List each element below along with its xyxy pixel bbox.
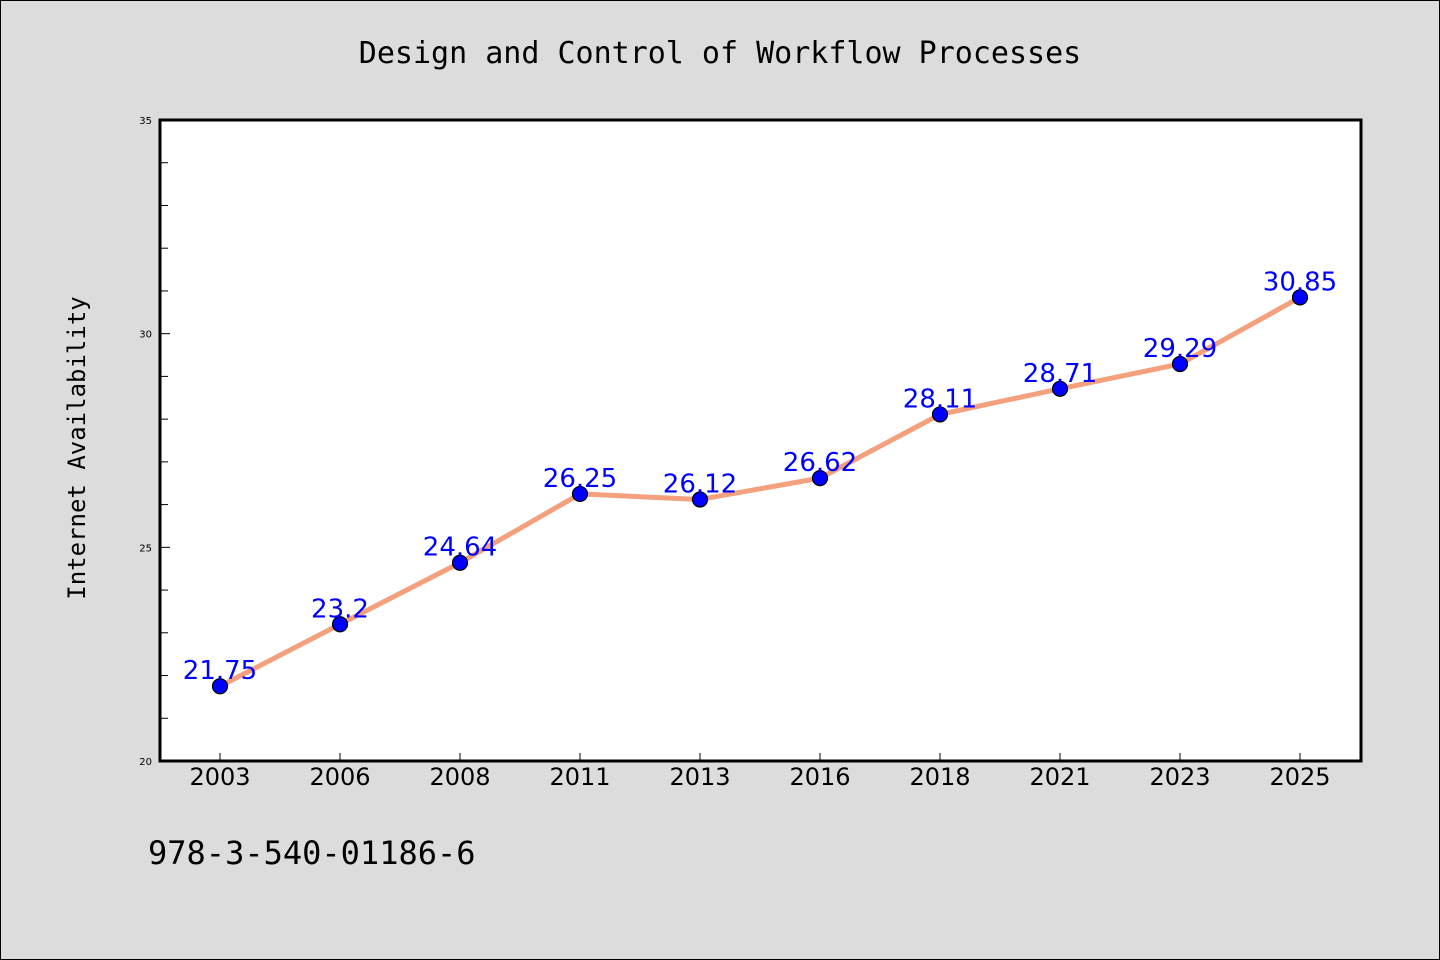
data-label: 29.29 (1143, 334, 1217, 364)
data-point (931, 406, 949, 423)
data-label: 26.62 (783, 448, 857, 478)
data-label: 28.71 (1023, 359, 1097, 389)
chart-title: Design and Control of Workflow Processes (359, 36, 1081, 71)
y-axis: 20 25 30 35 (139, 116, 170, 768)
y-axis-label: Internet Availability (63, 296, 91, 599)
data-point (1051, 380, 1069, 397)
data-point (331, 616, 349, 633)
data-label: 24.64 (423, 533, 497, 563)
x-tick-label: 2016 (789, 763, 850, 791)
x-tick-label: 2025 (1269, 763, 1330, 791)
x-tick-label: 2006 (309, 763, 370, 791)
x-tick-label: 2011 (549, 763, 610, 791)
plot-area (158, 118, 1363, 763)
data-label: 26.25 (543, 464, 617, 494)
data-point (1171, 355, 1189, 373)
data-point (451, 554, 469, 571)
x-tick-label: 2021 (1029, 763, 1090, 791)
isbn-annotation: 978-3-540-01186-6 (148, 834, 476, 872)
x-tick-label: 2003 (189, 763, 250, 791)
data-label: 23.2 (311, 594, 369, 624)
data-point (211, 678, 229, 695)
y-tick-label: 20 (139, 757, 152, 768)
y-tick-label: 25 (139, 543, 152, 554)
y-tick-label: 35 (139, 116, 152, 127)
data-label: 21.75 (183, 656, 257, 686)
data-label: 30.85 (1263, 267, 1337, 297)
data-point (571, 485, 589, 503)
data-label: 28.11 (903, 384, 977, 414)
series-line (218, 295, 1302, 689)
series-layer: 21.75 23.2 24.64 26.25 26.12 26.62 28.11 28.71 2… (183, 267, 1337, 695)
data-point (811, 470, 829, 487)
x-tick-label: 2013 (669, 763, 730, 791)
x-tick-label: 2023 (1149, 763, 1210, 791)
data-point (1291, 289, 1309, 306)
data-label: 26.12 (663, 469, 737, 499)
data-point (691, 491, 709, 508)
x-tick-label: 2008 (429, 763, 490, 791)
x-tick-label: 2018 (909, 763, 970, 791)
x-axis: 2003 2006 2008 2011 2013 2016 2018 2021 2023 2025 (189, 753, 1331, 791)
y-tick-label: 30 (139, 330, 152, 341)
